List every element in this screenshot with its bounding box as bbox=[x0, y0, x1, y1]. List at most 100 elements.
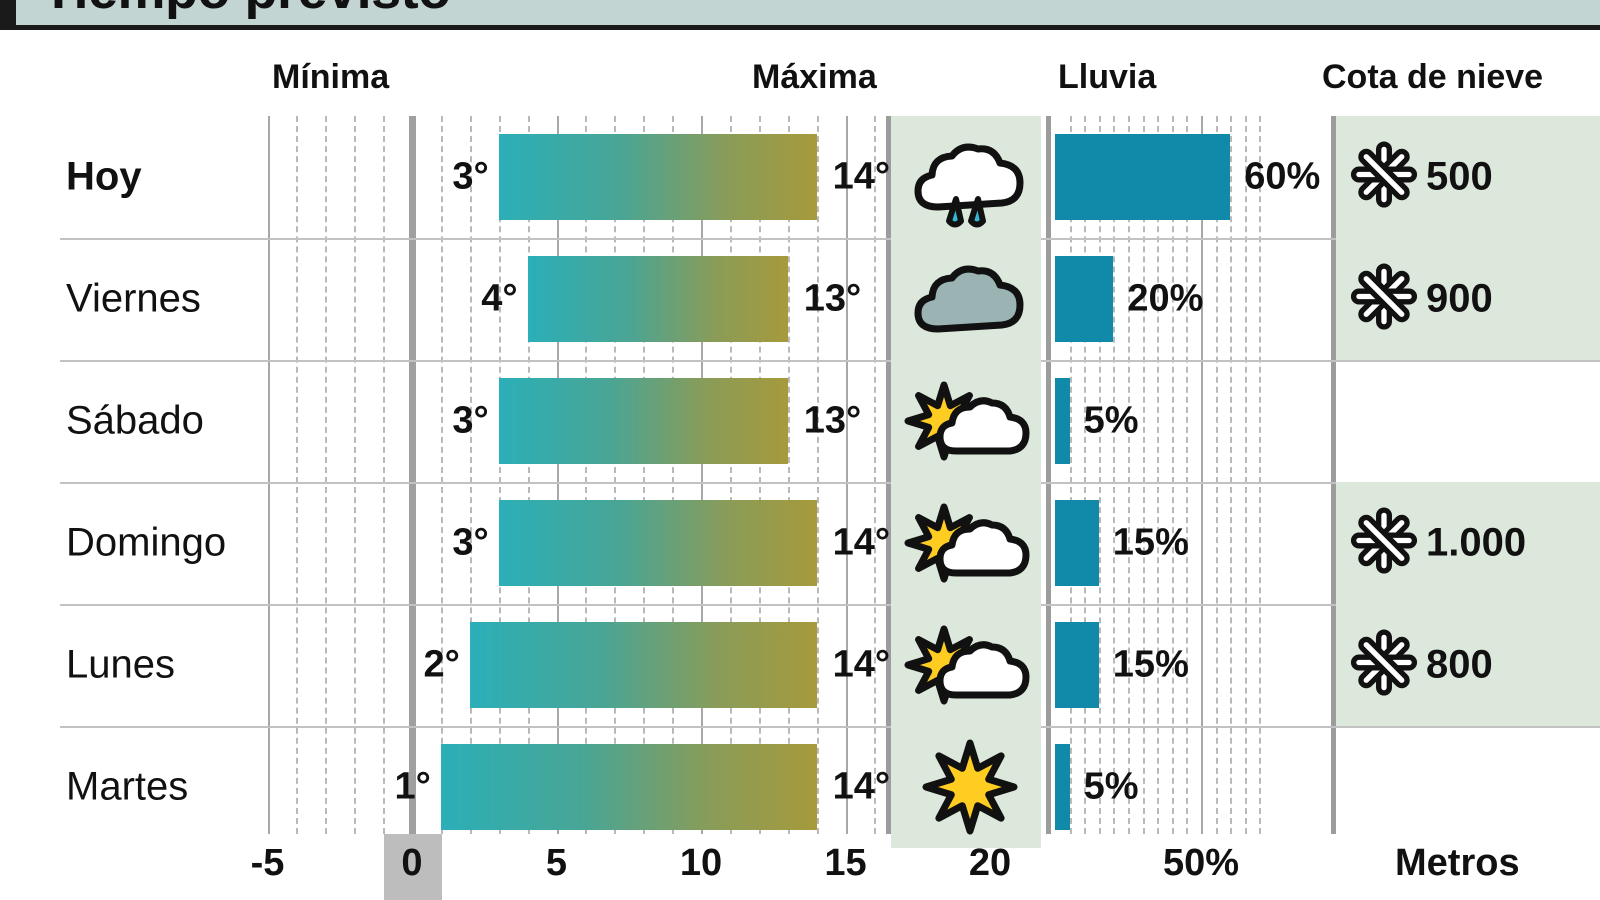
snow-level-value: 900 bbox=[1426, 276, 1493, 321]
gridline-temp-minor--2 bbox=[354, 116, 356, 834]
rain-probability-value: 20% bbox=[1127, 277, 1204, 320]
forecast-row[interactable]: Sábado 3° 13° 5% bbox=[0, 360, 1600, 482]
temperature-range-bar bbox=[498, 500, 817, 586]
gridline-temp-minor-12 bbox=[759, 116, 761, 834]
column-header-lluvia: Lluvia bbox=[1058, 58, 1157, 96]
gridline-temp-minor-8 bbox=[643, 116, 645, 834]
rain-axis-tick-50: 50% bbox=[1162, 842, 1240, 884]
temperature-range-bar bbox=[469, 622, 817, 708]
sun-cloud-icon bbox=[900, 489, 1040, 597]
temp-axis-tick-10: 10 bbox=[679, 842, 723, 884]
weather-icon-column-band bbox=[891, 116, 1041, 848]
min-temp-value: 3° bbox=[452, 399, 489, 442]
day-label: Domingo bbox=[66, 520, 227, 565]
column-separator-snow bbox=[1331, 116, 1336, 834]
temp-axis-tick-15: 15 bbox=[824, 842, 867, 884]
gridline-temp-10 bbox=[701, 116, 703, 834]
temp-axis-tick-20: 20 bbox=[968, 842, 1012, 884]
column-separator-rain bbox=[1046, 116, 1051, 834]
snow-level-value: 1.000 bbox=[1426, 520, 1527, 565]
temp-axis-tick-0: 0 bbox=[401, 842, 423, 884]
column-header-maxima: Máxima bbox=[752, 58, 877, 96]
snow-level-group: 800 bbox=[1346, 625, 1493, 706]
gridline-rain-minor-65 bbox=[1245, 116, 1247, 834]
rain-cloud-icon bbox=[900, 123, 1040, 231]
day-label: Viernes bbox=[66, 276, 201, 321]
min-temp-value: 1° bbox=[394, 765, 431, 808]
gridline-rain-minor-15 bbox=[1099, 116, 1101, 834]
gridline-temp-minor--4 bbox=[296, 116, 298, 834]
forecast-row[interactable]: Viernes 4° 13° 20% 900 bbox=[0, 238, 1600, 360]
rain-probability-value: 15% bbox=[1112, 521, 1189, 564]
gridline-temp-minor-9 bbox=[672, 116, 674, 834]
axis-labels: -5 0 5 10 15 20 50% Metros bbox=[0, 834, 1600, 900]
forecast-row[interactable]: Domingo 3° 14° 15% 1.000 bbox=[0, 482, 1600, 604]
snow-level-group: 500 bbox=[1346, 137, 1493, 218]
min-temp-value: 4° bbox=[481, 277, 518, 320]
row-separator bbox=[60, 238, 1600, 240]
gridline-rain-minor-30 bbox=[1143, 116, 1145, 834]
gridline-rain-minor-25 bbox=[1128, 116, 1130, 834]
max-temp-value: 14° bbox=[832, 155, 891, 198]
max-temp-value: 13° bbox=[803, 399, 862, 442]
gridline-rain-minor-20 bbox=[1113, 116, 1115, 834]
temperature-range-bar bbox=[498, 134, 817, 220]
rain-probability-bar bbox=[1055, 744, 1070, 830]
temp-axis-tick-5: 5 bbox=[545, 842, 568, 884]
forecast-row[interactable]: Hoy 3° 14° 60% 500 bbox=[0, 116, 1600, 238]
rain-probability-value: 60% bbox=[1244, 155, 1321, 198]
gridline-temp-5 bbox=[557, 116, 559, 834]
gridline-temp-minor-6 bbox=[585, 116, 587, 834]
column-separator-icons bbox=[886, 116, 891, 834]
min-temp-value: 3° bbox=[452, 521, 489, 564]
rain-probability-bar bbox=[1055, 378, 1070, 464]
temperature-range-bar bbox=[527, 256, 788, 342]
gridline-rain-minor-70 bbox=[1259, 116, 1261, 834]
gridline-rain-minor-35 bbox=[1157, 116, 1159, 834]
gridline-temp-minor-2 bbox=[470, 116, 472, 834]
gridline-rain-minor-10 bbox=[1084, 116, 1086, 834]
forecast-row[interactable]: Martes 1° 14° 5% bbox=[0, 726, 1600, 848]
min-temp-value: 2° bbox=[423, 643, 460, 686]
gridline-temp-minor-7 bbox=[614, 116, 616, 834]
gridline-temp-minor-1 bbox=[441, 116, 443, 834]
title-accent-bar bbox=[0, 0, 16, 25]
rain-probability-value: 5% bbox=[1083, 765, 1139, 808]
max-temp-value: 14° bbox=[832, 643, 891, 686]
rain-probability-value: 15% bbox=[1112, 643, 1189, 686]
snowflake-icon bbox=[1346, 503, 1422, 584]
gridline-rain-minor-5 bbox=[1070, 116, 1072, 834]
temperature-range-bar bbox=[498, 378, 788, 464]
snowflake-icon bbox=[1346, 137, 1422, 218]
snow-level-group: 900 bbox=[1346, 259, 1493, 340]
gridline-rain-minor-40 bbox=[1172, 116, 1174, 834]
gridline-temp-minor-4 bbox=[528, 116, 530, 834]
gridline-temp-minor-16 bbox=[874, 116, 876, 834]
gridline-temp--5 bbox=[268, 116, 270, 834]
day-label: Martes bbox=[66, 764, 189, 809]
gridline-temp-minor-14 bbox=[817, 116, 819, 834]
page-title: Tiempo previsto bbox=[16, 0, 451, 21]
gridline-temp-minor-13 bbox=[788, 116, 790, 834]
gridline-rain-minor-55 bbox=[1216, 116, 1218, 834]
snow-level-group: 1.000 bbox=[1346, 503, 1526, 584]
gridline-temp-zero bbox=[409, 116, 416, 834]
gridline-temp-minor-11 bbox=[730, 116, 732, 834]
day-label: Lunes bbox=[66, 642, 175, 687]
snow-level-value: 800 bbox=[1426, 642, 1493, 687]
row-separator bbox=[60, 726, 1600, 728]
gridline-temp-minor--1 bbox=[383, 116, 385, 834]
gridline-temp-minor-3 bbox=[499, 116, 501, 834]
sun-icon bbox=[900, 733, 1040, 841]
forecast-row[interactable]: Lunes 2° 14° 15% 800 bbox=[0, 604, 1600, 726]
column-header-minima: Mínima bbox=[272, 58, 390, 96]
rain-probability-bar bbox=[1055, 134, 1231, 220]
rain-probability-value: 5% bbox=[1083, 399, 1139, 442]
gray-cloud-icon bbox=[900, 245, 1040, 353]
row-separator bbox=[60, 482, 1600, 484]
plot-area: Hoy 3° 14° 60% 500 Viernes 4° 13° 20% 900 Sábado 3°… bbox=[0, 116, 1600, 848]
zero-highlight-marker bbox=[384, 834, 442, 900]
temp-axis-tick--5: -5 bbox=[250, 842, 285, 884]
rain-probability-bar bbox=[1055, 622, 1099, 708]
gridline-rain-minor-45 bbox=[1186, 116, 1188, 834]
